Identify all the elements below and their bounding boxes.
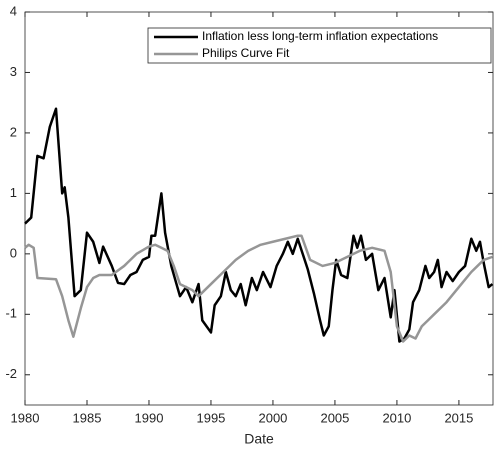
y-tick-label: -1: [5, 306, 17, 321]
legend-box: [147, 27, 492, 64]
y-tick-label: -2: [5, 366, 17, 381]
series-line: [24, 234, 493, 343]
y-tick-label: 4: [10, 3, 17, 18]
series-line: [24, 107, 494, 343]
x-tick-label: 1990: [135, 410, 164, 425]
y-tick-label: 1: [10, 185, 17, 200]
x-tick-label: 1985: [73, 410, 102, 425]
x-tick-label: 2005: [320, 410, 349, 425]
x-axis-label: Date: [244, 431, 274, 447]
x-tick-label: 2010: [382, 410, 411, 425]
y-tick-label: 3: [10, 64, 17, 79]
plot-frame: [24, 11, 494, 406]
x-tick-label: 1995: [196, 410, 225, 425]
x-tick-label: 1980: [11, 410, 40, 425]
y-tick-label: 0: [10, 245, 17, 260]
x-tick-label: 2000: [258, 410, 287, 425]
legend-label: Philips Curve Fit: [202, 46, 290, 60]
y-tick-label: 2: [10, 124, 17, 139]
x-tick-label: 2015: [444, 410, 473, 425]
legend-label: Inflation less long-term inflation expec…: [202, 29, 438, 43]
